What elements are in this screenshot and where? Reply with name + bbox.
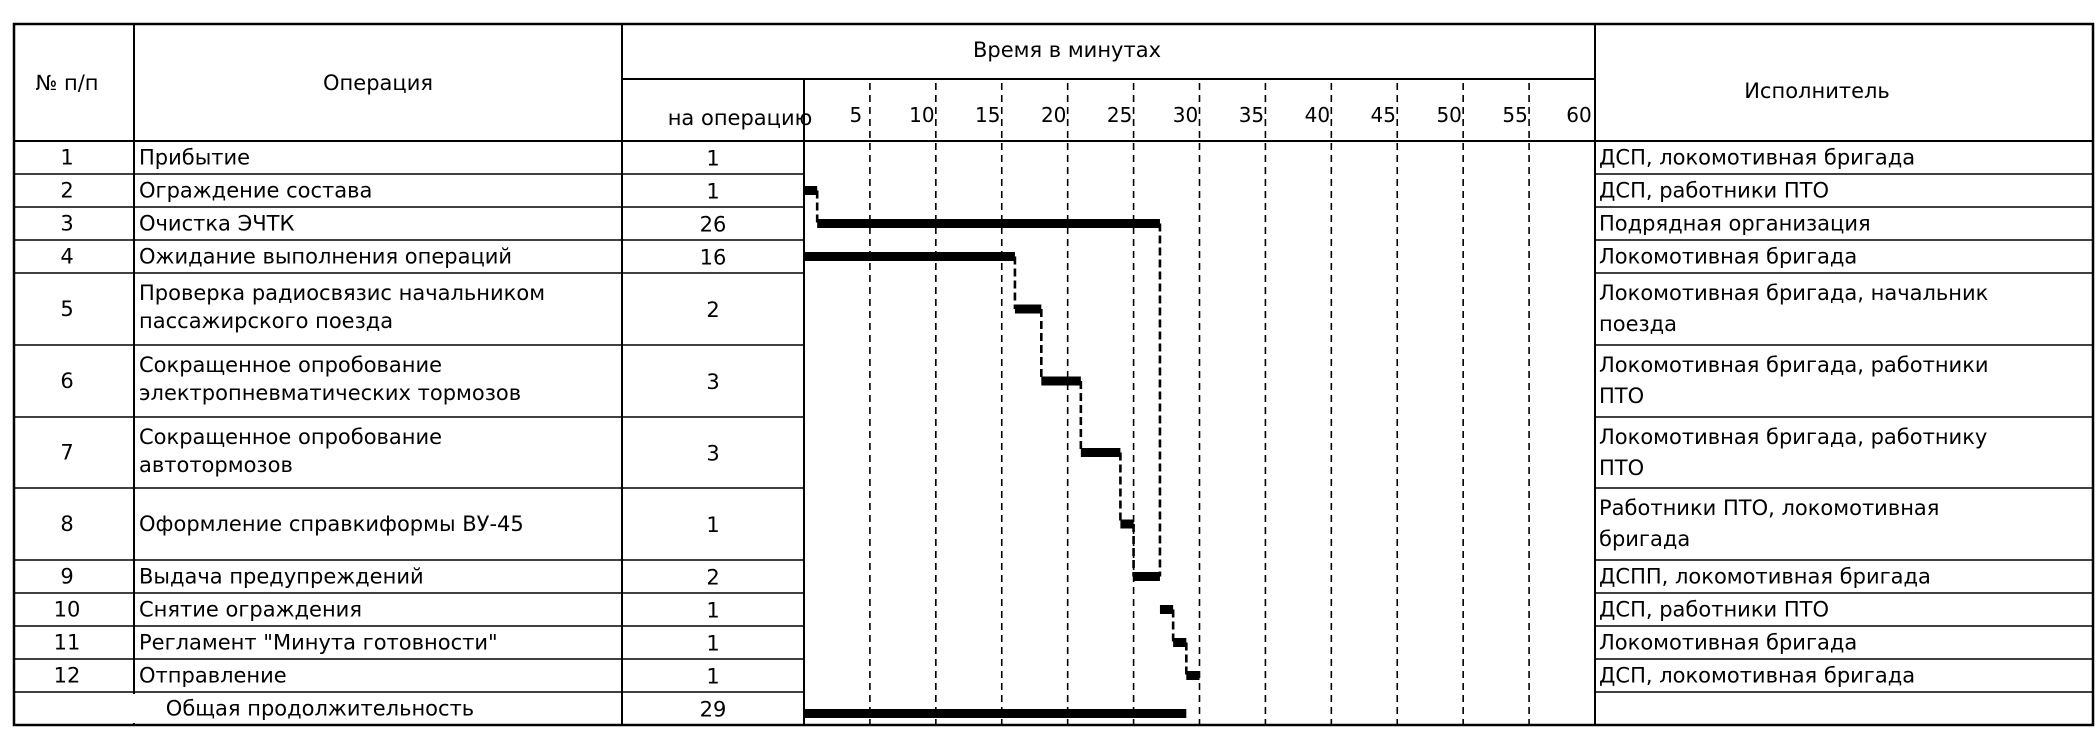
gantt-bar	[1173, 638, 1187, 647]
row-executor: Локомотивная бригада	[1599, 245, 1857, 269]
header-time: Время в минутах	[973, 38, 1161, 62]
header-executor: Исполнитель	[1744, 79, 1890, 103]
row-duration: 1	[706, 599, 719, 623]
header-duration: на операцию	[668, 106, 813, 130]
row-operation: Прибытие	[139, 146, 250, 170]
row-duration: 2	[706, 298, 719, 322]
row-executor: ДСП, локомотивная бригада	[1599, 664, 1915, 688]
row-number: 10	[54, 598, 81, 622]
row-executor: Локомотивная бригада, начальник	[1599, 281, 1988, 305]
table-border	[12, 22, 2095, 727]
row-duration: 1	[706, 665, 719, 689]
total-duration: 29	[700, 698, 727, 722]
row-number: 1	[60, 146, 73, 170]
time-tick-label: 45	[1371, 103, 1396, 127]
row-executor: бригада	[1599, 527, 1690, 551]
row-number: 8	[60, 512, 73, 536]
row-number: 2	[60, 179, 73, 203]
row-operation: Оформление справкиформы ВУ-45	[139, 512, 524, 536]
gantt-bar	[1120, 519, 1134, 529]
row-operation: автотормозов	[139, 453, 293, 477]
row-executor: ПТО	[1599, 456, 1644, 480]
row-number: 3	[60, 212, 73, 236]
row-number: 12	[54, 664, 81, 688]
row-executor: Подрядная организация	[1599, 212, 1871, 236]
row-number: 4	[60, 245, 73, 269]
row-number: 6	[60, 369, 73, 393]
row-executor: Локомотивная бригада, работнику	[1599, 425, 1987, 449]
row-duration: 1	[706, 147, 719, 171]
row-operation: Сокращенное опробование	[139, 425, 442, 449]
row-executor: Локомотивная бригада, работники	[1599, 353, 1989, 377]
time-tick-label: 10	[909, 103, 934, 127]
row-operation: Ожидание выполнения операций	[139, 245, 512, 269]
time-tick-label: 60	[1566, 103, 1591, 127]
row-operation: Регламент "Минута готовности"	[139, 631, 498, 655]
gantt-bar	[1080, 448, 1121, 457]
time-tick-label: 35	[1239, 103, 1264, 127]
time-tick-label: 15	[975, 103, 1000, 127]
gantt-bar	[804, 186, 818, 195]
row-operation: Сокращенное опробование	[139, 353, 442, 377]
gantt-bars	[804, 186, 1200, 718]
dependency-connectors	[815, 190, 1188, 676]
time-tick-label: 5	[850, 103, 863, 127]
total-bar	[804, 709, 1187, 718]
row-number: 11	[54, 631, 81, 655]
row-duration: 1	[706, 180, 719, 204]
gantt-bar	[1041, 376, 1081, 386]
row-operation: Очистка ЭЧТК	[139, 212, 294, 236]
table-grid	[12, 22, 2095, 727]
row-operation: Отправление	[139, 664, 287, 688]
row-duration: 1	[706, 632, 719, 656]
row-executor: ДСП, работники ПТО	[1599, 179, 1829, 203]
row-executor: ПТО	[1599, 384, 1644, 408]
row-operation: Ограждение состава	[139, 179, 372, 203]
time-tick-label: 55	[1502, 103, 1527, 127]
row-duration: 2	[706, 566, 719, 590]
gantt-bar	[1159, 605, 1174, 614]
row-executor: ДСП, локомотивная бригада	[1599, 146, 1915, 170]
header-num: № п/п	[35, 71, 98, 95]
row-number: 9	[60, 565, 73, 589]
header-operation: Операция	[323, 71, 433, 95]
row-number: 5	[60, 297, 73, 321]
gantt-bar	[1133, 572, 1160, 581]
merge-cover	[132, 694, 136, 723]
gantt-bar	[817, 219, 1160, 228]
row-executor: ДСПП, локомотивная бригада	[1599, 565, 1931, 589]
row-executor: ДСП, работники ПТО	[1599, 598, 1829, 622]
gantt-bar	[1014, 304, 1042, 314]
row-executor: Локомотивная бригада	[1599, 631, 1857, 655]
gantt-bar	[1186, 671, 1200, 680]
time-tick-labels: 5 10 15 20 25 30 35 40 45 50 55 60	[850, 103, 1592, 127]
time-tick-label: 20	[1041, 103, 1066, 127]
row-operation: Проверка радиосвязис начальником	[139, 281, 545, 305]
row-duration: 1	[706, 513, 719, 537]
row-operation: Снятие ограждения	[139, 598, 362, 622]
total-label: Общая продолжительность	[166, 697, 474, 721]
row-duration: 16	[700, 246, 727, 270]
time-tick-label: 30	[1173, 103, 1198, 127]
row-duration: 26	[700, 213, 727, 237]
row-duration: 3	[706, 370, 719, 394]
row-executor: Работники ПТО, локомотивная	[1599, 496, 1939, 520]
row-number: 7	[60, 441, 73, 465]
row-duration: 3	[706, 442, 719, 466]
time-tick-label: 50	[1436, 103, 1461, 127]
time-gridlines	[869, 83, 1530, 725]
time-tick-label: 25	[1107, 103, 1132, 127]
gantt-bar	[804, 252, 1015, 261]
row-operation: Выдача предупреждений	[139, 565, 424, 589]
row-operation: пассажирского поезда	[139, 309, 393, 333]
time-tick-label: 40	[1305, 103, 1330, 127]
row-operation: электропневматических тормозов	[139, 381, 521, 405]
row-executor: поезда	[1599, 312, 1677, 336]
